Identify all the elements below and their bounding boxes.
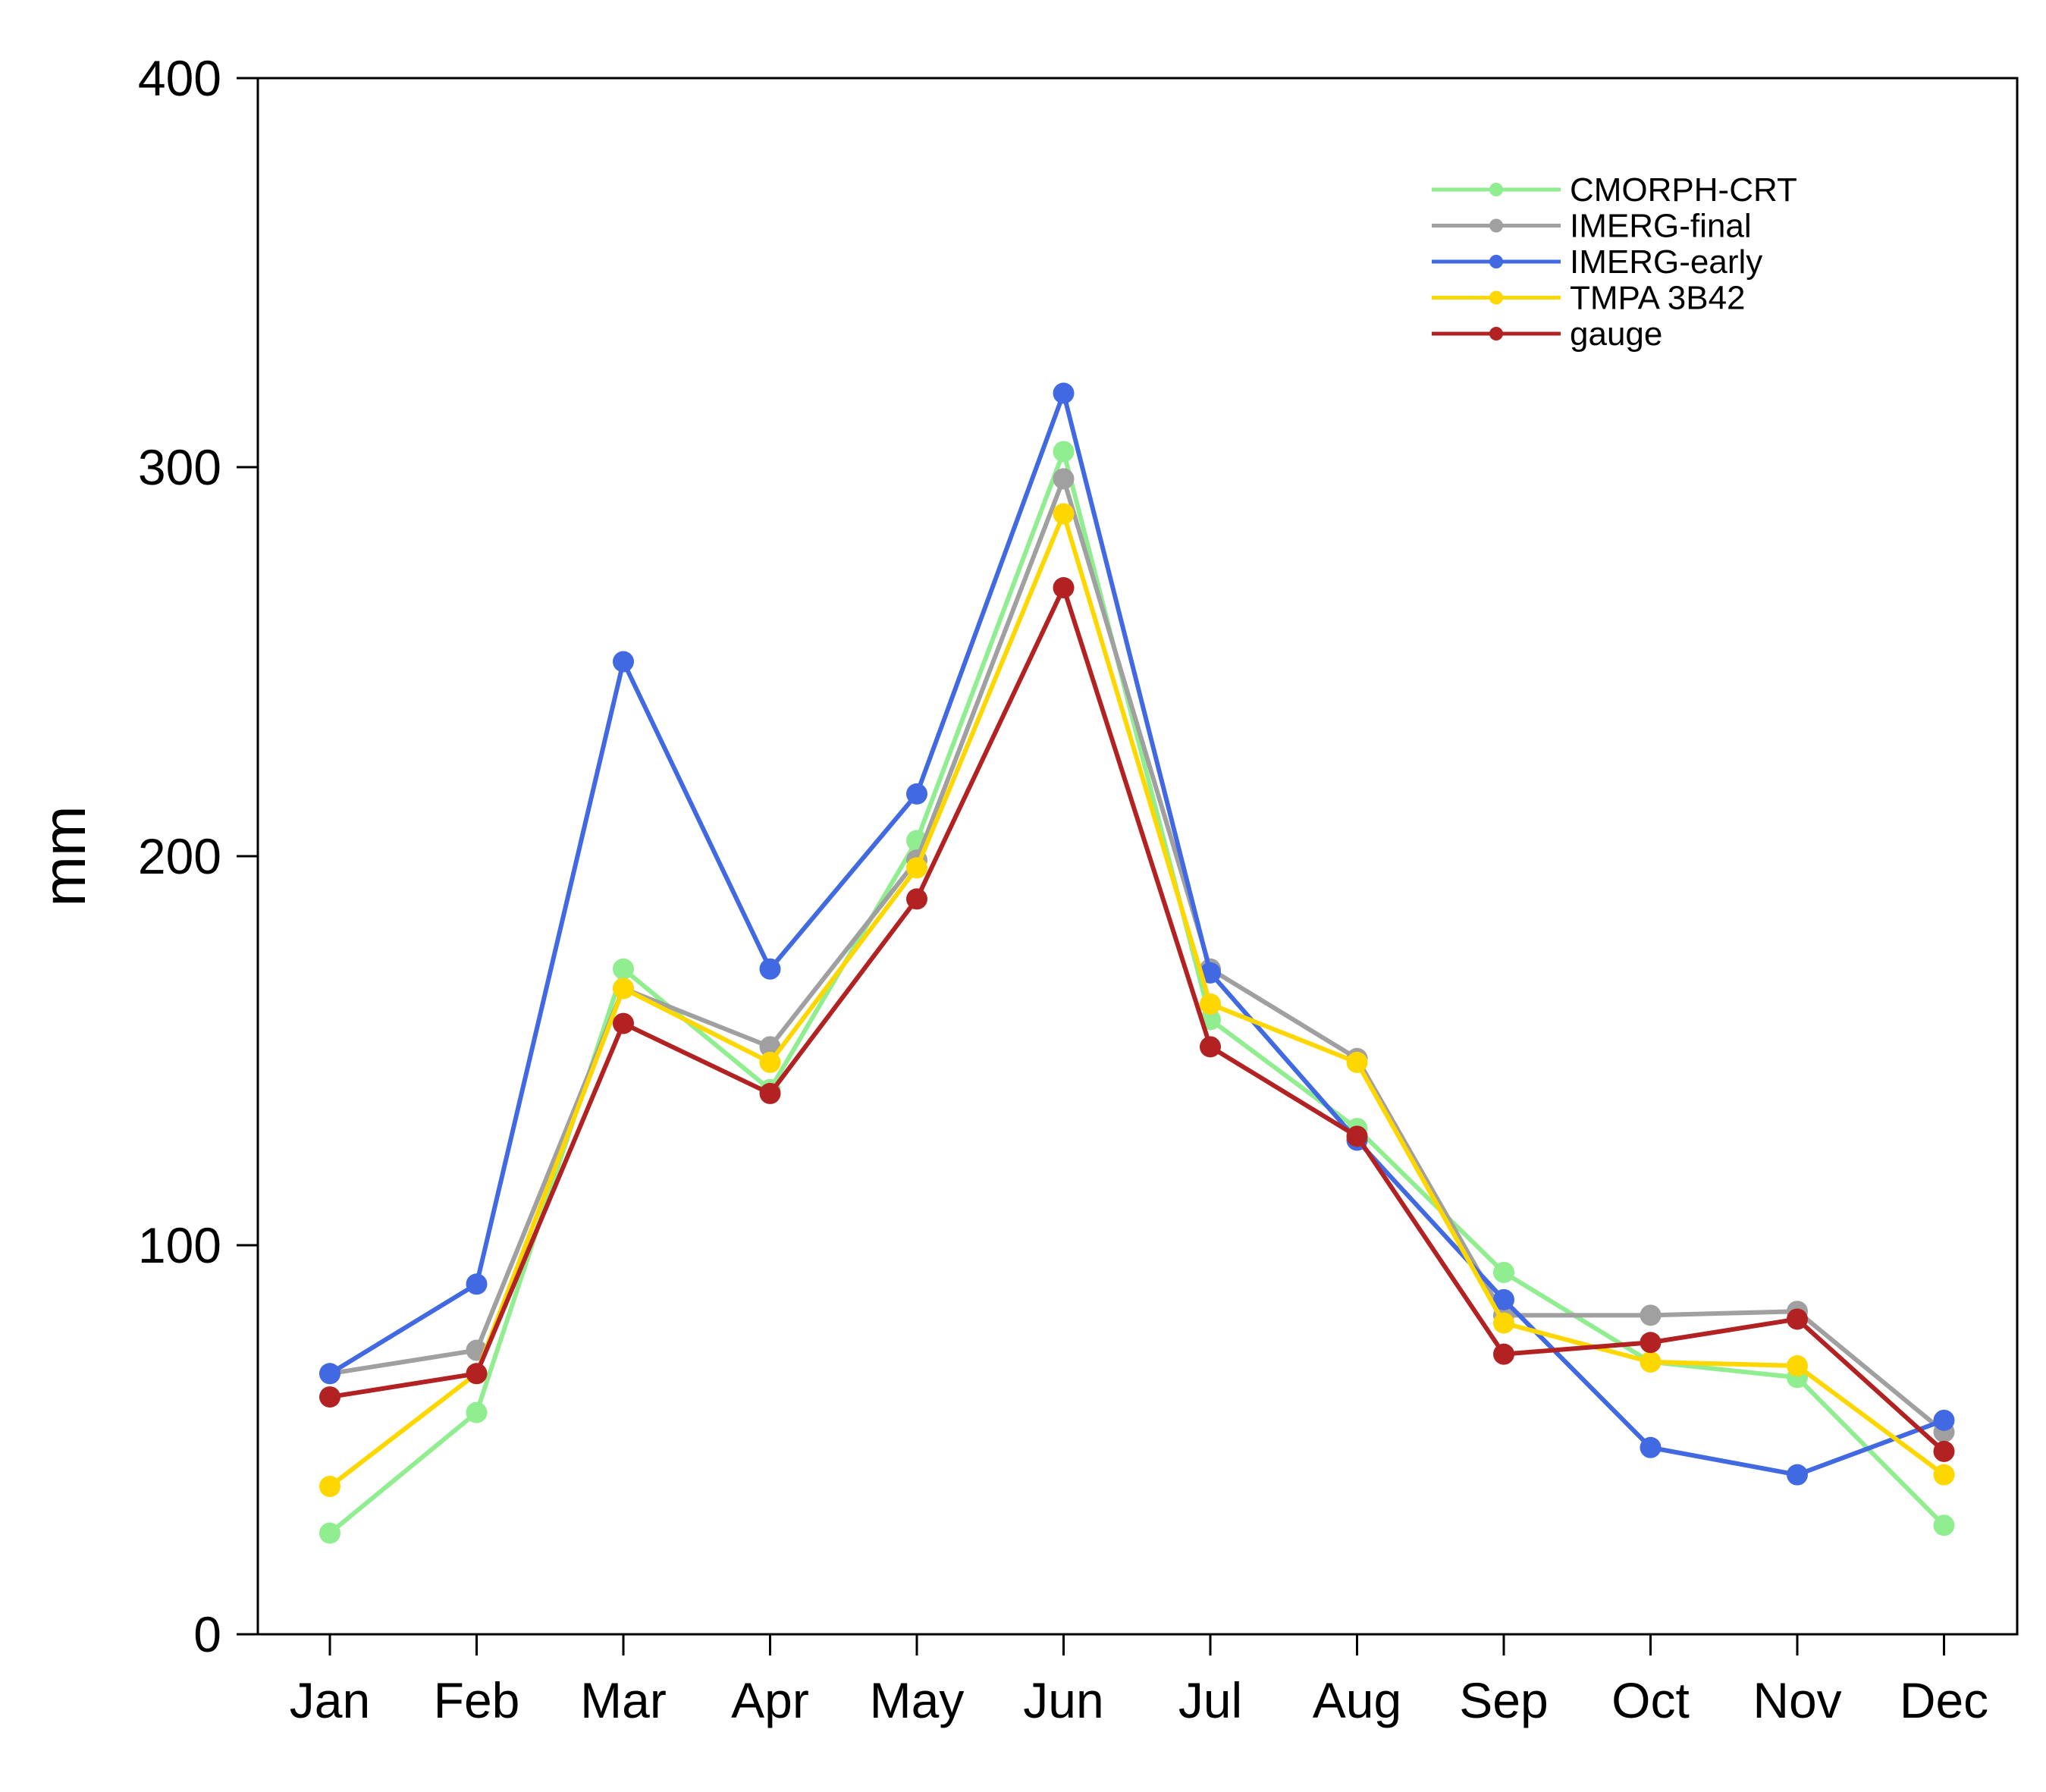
point-tmpa-3b42-jan — [319, 1476, 340, 1498]
point-gauge-sep — [1493, 1343, 1514, 1365]
point-tmpa-3b42-apr — [759, 1051, 781, 1073]
legend-label-imerg-early: IMERG-early — [1570, 243, 1762, 281]
point-imerg-final-oct — [1640, 1304, 1662, 1326]
x-tick-label-jan: Jan — [290, 1672, 370, 1728]
point-cmorph-crt-feb — [466, 1401, 488, 1423]
point-imerg-early-jul — [1200, 962, 1221, 984]
point-imerg-early-mar — [613, 651, 634, 673]
point-gauge-feb — [466, 1363, 488, 1385]
point-tmpa-3b42-aug — [1346, 1051, 1368, 1073]
point-tmpa-3b42-jul — [1200, 993, 1221, 1015]
point-imerg-early-dec — [1933, 1409, 1955, 1431]
point-tmpa-3b42-nov — [1787, 1355, 1808, 1377]
point-cmorph-crt-dec — [1933, 1514, 1955, 1536]
point-gauge-oct — [1640, 1332, 1662, 1354]
x-tick-label-dec: Dec — [1900, 1672, 1988, 1728]
legend-label-imerg-final: IMERG-final — [1570, 208, 1752, 245]
y-tick-label-200: 200 — [138, 828, 221, 884]
legend-marker-tmpa-3b42 — [1489, 290, 1503, 305]
x-tick-label-jul: Jul — [1178, 1672, 1242, 1728]
point-tmpa-3b42-may — [906, 857, 927, 879]
series-line-cmorph-crt — [328, 449, 1946, 1535]
point-imerg-early-may — [906, 783, 927, 805]
x-tick-label-oct: Oct — [1611, 1672, 1690, 1728]
point-gauge-dec — [1933, 1440, 1955, 1462]
series-line-tmpa-3b42 — [328, 511, 1946, 1489]
point-gauge-mar — [613, 1012, 634, 1034]
point-gauge-jul — [1200, 1036, 1221, 1058]
point-imerg-early-sep — [1493, 1288, 1514, 1310]
point-gauge-apr — [759, 1082, 781, 1104]
point-tmpa-3b42-sep — [1493, 1312, 1514, 1334]
x-tick-label-aug: Aug — [1313, 1672, 1401, 1728]
x-tick-label-feb: Feb — [434, 1672, 520, 1728]
x-tick-label-mar: Mar — [580, 1672, 667, 1728]
point-cmorph-crt-jun — [1053, 441, 1075, 463]
point-imerg-final-jun — [1053, 468, 1075, 490]
series-line-imerg-early — [328, 391, 1945, 1477]
point-tmpa-3b42-dec — [1933, 1464, 1955, 1486]
point-cmorph-crt-mar — [613, 958, 634, 980]
point-imerg-early-apr — [759, 958, 781, 980]
legend-marker-imerg-early — [1489, 255, 1503, 268]
series-line-gauge — [329, 585, 1946, 1454]
legend-marker-gauge — [1489, 327, 1503, 341]
point-imerg-early-jun — [1053, 382, 1075, 404]
point-gauge-jan — [319, 1386, 340, 1408]
legend-label-gauge: gauge — [1570, 315, 1662, 353]
point-tmpa-3b42-jun — [1053, 503, 1075, 525]
x-tick-label-may: May — [870, 1672, 965, 1728]
point-imerg-early-oct — [1640, 1436, 1662, 1458]
series-line-imerg-final — [329, 476, 1946, 1434]
point-imerg-early-feb — [466, 1273, 488, 1295]
legend-label-cmorph-crt: CMORPH-CRT — [1570, 171, 1797, 209]
point-cmorph-crt-jan — [319, 1522, 340, 1544]
y-tick-label-400: 400 — [138, 50, 221, 106]
legend-marker-imerg-final — [1489, 218, 1503, 233]
x-tick-label-nov: Nov — [1753, 1672, 1841, 1728]
y-tick-label-100: 100 — [138, 1217, 221, 1273]
point-tmpa-3b42-mar — [613, 978, 634, 1000]
legend-label-tmpa-3b42: TMPA 3B42 — [1570, 280, 1746, 317]
point-imerg-early-jan — [319, 1363, 340, 1385]
point-gauge-may — [906, 888, 927, 910]
x-tick-label-apr: Apr — [731, 1672, 809, 1728]
point-imerg-early-nov — [1787, 1464, 1808, 1486]
point-gauge-jun — [1053, 577, 1075, 599]
plot-frame — [256, 77, 2019, 1636]
x-tick-label-sep: Sep — [1459, 1672, 1548, 1728]
point-gauge-aug — [1346, 1125, 1368, 1147]
x-tick-label-jun: Jun — [1023, 1672, 1103, 1728]
point-cmorph-crt-sep — [1493, 1261, 1514, 1283]
y-tick-label-0: 0 — [193, 1606, 221, 1662]
y-axis-title: mm — [30, 805, 98, 906]
point-gauge-nov — [1787, 1308, 1808, 1330]
legend-marker-cmorph-crt — [1489, 183, 1503, 196]
y-tick-label-300: 300 — [138, 439, 221, 495]
point-tmpa-3b42-oct — [1640, 1351, 1662, 1373]
